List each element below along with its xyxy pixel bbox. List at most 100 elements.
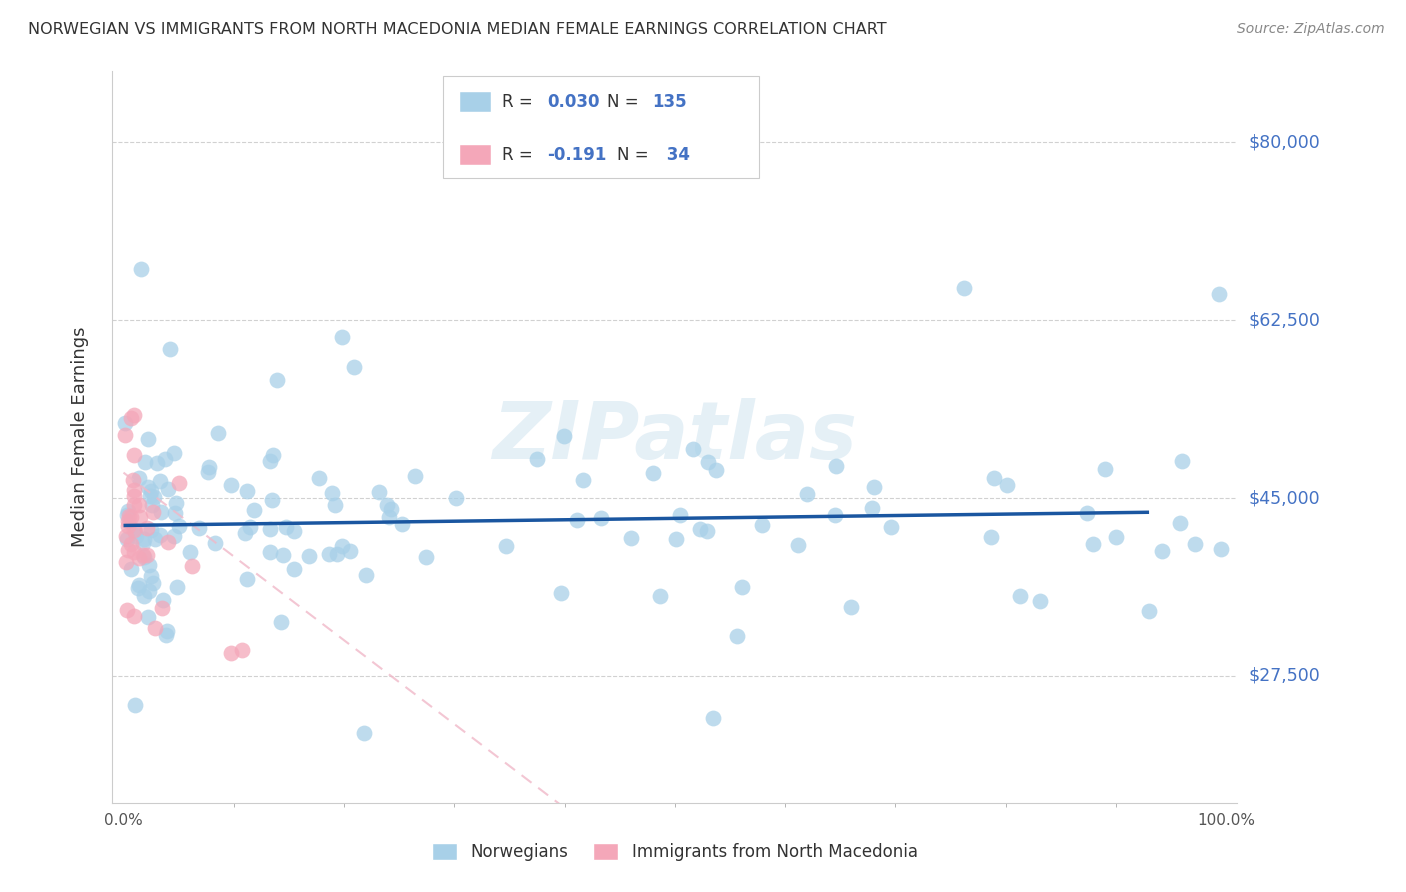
Point xyxy=(526,451,548,466)
Point xyxy=(115,532,138,546)
Point xyxy=(162,446,184,460)
Point xyxy=(120,537,142,551)
Point xyxy=(152,593,174,607)
Point xyxy=(730,581,752,595)
Point xyxy=(231,642,253,657)
Point xyxy=(262,448,284,462)
Point xyxy=(1081,537,1104,551)
Point xyxy=(138,480,160,494)
Point xyxy=(1171,454,1194,468)
Point xyxy=(114,555,136,569)
Point xyxy=(142,490,165,504)
Point xyxy=(120,411,142,425)
Point xyxy=(1208,287,1230,301)
Text: 0.030: 0.030 xyxy=(547,93,599,111)
Point xyxy=(207,426,229,441)
Point xyxy=(259,545,281,559)
Text: Source: ZipAtlas.com: Source: ZipAtlas.com xyxy=(1237,22,1385,37)
Text: $27,500: $27,500 xyxy=(1249,667,1320,685)
Point xyxy=(169,476,191,491)
Point xyxy=(589,511,612,525)
Point xyxy=(353,725,375,739)
Point xyxy=(134,455,156,469)
Point xyxy=(143,532,166,546)
Point xyxy=(166,580,188,594)
Point xyxy=(145,456,167,470)
Point xyxy=(139,568,162,582)
Point xyxy=(308,470,330,484)
Point xyxy=(129,510,152,524)
Point xyxy=(260,493,283,508)
Point xyxy=(380,501,402,516)
Point xyxy=(270,615,292,629)
Point xyxy=(880,519,903,533)
Point xyxy=(198,460,221,475)
Point xyxy=(643,466,665,480)
Point xyxy=(141,498,163,512)
Point xyxy=(127,582,149,596)
Text: 135: 135 xyxy=(652,93,688,111)
Point xyxy=(122,448,145,462)
Point xyxy=(122,545,145,559)
Point xyxy=(271,549,294,563)
Point xyxy=(697,454,720,468)
Point xyxy=(787,538,810,552)
Point xyxy=(122,489,145,503)
Text: R =: R = xyxy=(502,93,538,111)
Point xyxy=(330,540,353,554)
Y-axis label: Median Female Earnings: Median Female Earnings xyxy=(70,326,89,548)
Point xyxy=(153,451,176,466)
Point xyxy=(839,600,862,615)
Text: N =: N = xyxy=(617,146,654,164)
Point xyxy=(565,512,588,526)
Point xyxy=(117,603,139,617)
Point xyxy=(181,558,204,573)
Point xyxy=(550,586,572,600)
Point xyxy=(117,508,139,522)
Point xyxy=(115,529,138,543)
Point xyxy=(860,501,883,516)
Point xyxy=(122,408,145,422)
Point xyxy=(132,535,155,549)
Point xyxy=(167,519,190,533)
Point xyxy=(139,489,162,503)
Point xyxy=(572,473,595,487)
Point xyxy=(648,590,671,604)
Point xyxy=(665,532,688,546)
Point xyxy=(188,521,211,535)
Point xyxy=(142,576,165,591)
Point xyxy=(156,535,179,549)
Point xyxy=(343,360,366,375)
Point xyxy=(136,548,159,562)
Point xyxy=(983,471,1005,485)
Point xyxy=(239,519,262,533)
Text: R =: R = xyxy=(502,146,538,164)
Text: $45,000: $45,000 xyxy=(1249,489,1320,507)
Point xyxy=(266,373,288,387)
Point xyxy=(129,261,152,276)
Text: N =: N = xyxy=(607,93,644,111)
Text: 34: 34 xyxy=(661,146,690,164)
Point xyxy=(136,521,159,535)
Point xyxy=(953,280,976,294)
Point xyxy=(323,498,346,512)
Point xyxy=(367,484,389,499)
Point xyxy=(995,478,1018,492)
Point xyxy=(138,583,160,598)
Point xyxy=(1076,506,1098,520)
Point xyxy=(132,532,155,546)
Point xyxy=(404,469,426,483)
Point xyxy=(124,525,146,540)
Point xyxy=(1137,604,1160,618)
Point xyxy=(259,522,281,536)
Point xyxy=(696,524,718,539)
Point xyxy=(751,518,773,533)
Point xyxy=(117,518,139,533)
Point xyxy=(155,624,177,639)
Point xyxy=(1211,542,1233,557)
Point xyxy=(824,508,846,522)
Point xyxy=(142,505,165,519)
Point xyxy=(122,483,145,498)
Point xyxy=(125,529,148,543)
Point xyxy=(235,484,257,499)
